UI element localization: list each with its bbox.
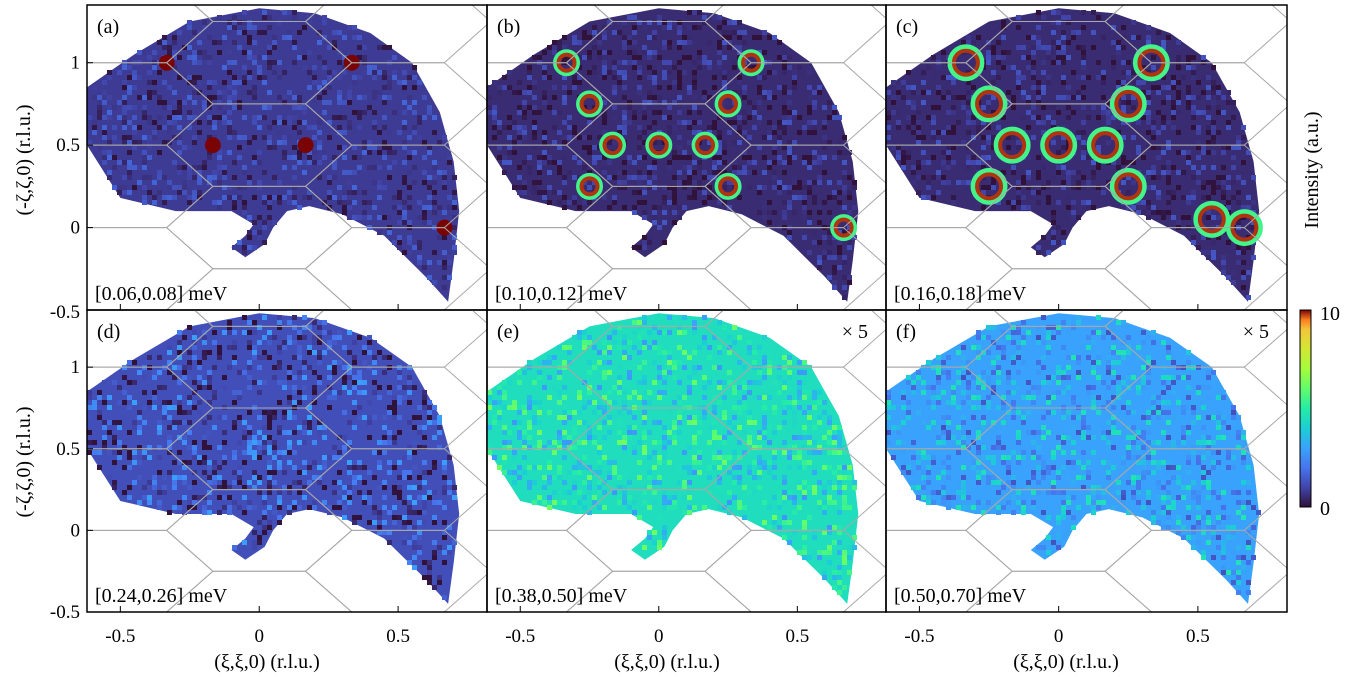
energy-range-label: [0.50,0.70] meV: [894, 585, 1027, 607]
x-tick-label: -0.5: [105, 626, 135, 647]
colorbar-max-label: 10: [1320, 303, 1340, 325]
colorbar-title: Intensity (a.u.): [1301, 111, 1323, 228]
panel-label: (c): [896, 16, 918, 38]
x-tick-label: -0.5: [505, 626, 535, 647]
panel-label: (f): [896, 321, 916, 343]
x-axis-label-1: (ξ,ξ,0) (r.l.u.): [214, 651, 320, 673]
intensity-region: [487, 313, 858, 604]
panel-b: (b) [0.10,0.12] meV: [428, 0, 890, 351]
panel-label: (d): [97, 321, 120, 343]
y-tick-label: 0.5: [56, 439, 80, 460]
y-axis-label-bottom: (-ζ,ζ,0) (r.l.u.): [13, 407, 35, 518]
energy-range-label: [0.16,0.18] meV: [894, 283, 1027, 305]
y-tick-label: -0.5: [50, 302, 80, 323]
colorbar: [1300, 310, 1311, 507]
energy-range-label: [0.24,0.26] meV: [95, 585, 228, 607]
panel-c: (c) [0.16,0.18] meV: [827, 0, 1291, 351]
colorbar-min-label: 0: [1320, 498, 1330, 520]
energy-range-label: [0.06,0.08] meV: [95, 283, 228, 305]
panel-label: (a): [97, 16, 119, 38]
panel-label: (b): [497, 16, 520, 38]
x-tick-label: 0.5: [785, 626, 809, 647]
y-tick-label: 1: [71, 53, 81, 74]
x-tick-label: 0.5: [386, 626, 410, 647]
y-axis-label-top: (-ζ,ζ,0) (r.l.u.): [13, 105, 35, 216]
multiplier-label: × 5: [1243, 321, 1269, 343]
y-tick-label: 1: [71, 357, 81, 378]
peak-marker: [205, 137, 221, 153]
y-tick-label: -0.5: [50, 602, 80, 623]
x-axis-label-2: (ξ,ξ,0) (r.l.u.): [614, 651, 720, 673]
y-tick-label: 0: [71, 520, 81, 541]
x-tick-label: 0.5: [1186, 626, 1210, 647]
energy-range-label: [0.10,0.12] meV: [495, 283, 628, 305]
panel-a: (a) [0.06,0.08] meV: [28, 0, 491, 351]
multiplier-label: × 5: [842, 321, 868, 343]
panels-group: (a) [0.06,0.08] meV (b) [0.10,0.12] meV (c) […: [28, 0, 1291, 653]
x-axis-label-3: (ξ,ξ,0) (r.l.u.): [1013, 651, 1119, 673]
x-tick-label: 0: [254, 626, 264, 647]
y-tick-label: 0: [71, 218, 81, 239]
peak-marker: [298, 137, 314, 153]
panel-label: (e): [497, 321, 519, 343]
x-tick-label: 0: [1054, 626, 1064, 647]
energy-range-label: [0.38,0.50] meV: [495, 585, 628, 607]
x-tick-label: -0.5: [904, 626, 934, 647]
x-tick-label: 0: [654, 626, 664, 647]
y-tick-label: 0.5: [56, 135, 80, 156]
